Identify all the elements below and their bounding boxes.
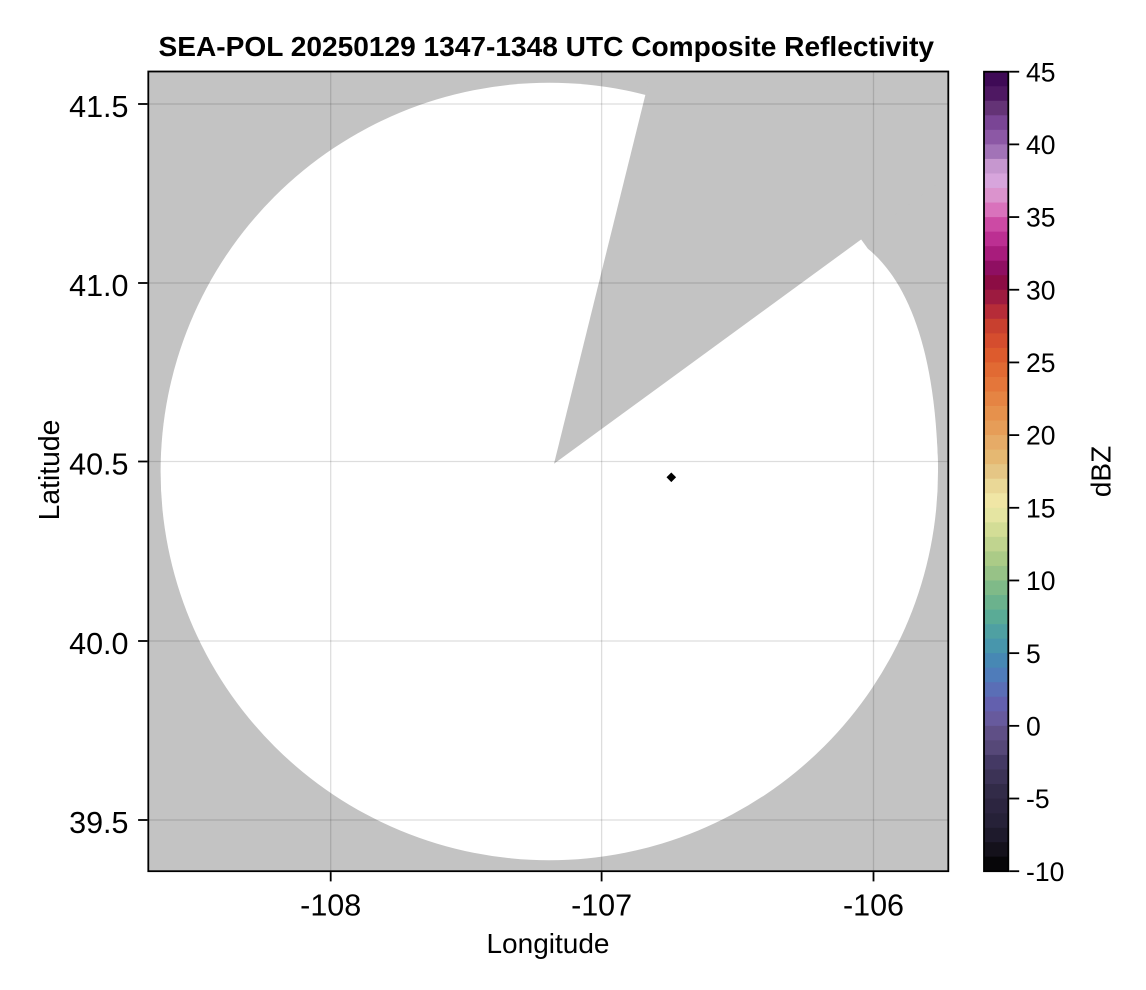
svg-text:20: 20	[1026, 421, 1055, 451]
svg-text:5: 5	[1026, 639, 1041, 669]
svg-text:SEA-POL 20250129 1347-1348 UTC: SEA-POL 20250129 1347-1348 UTC Composite…	[159, 31, 935, 62]
svg-text:dBZ: dBZ	[1086, 446, 1117, 497]
svg-text:35: 35	[1026, 203, 1055, 233]
svg-text:39.5: 39.5	[69, 806, 128, 840]
svg-text:-107: -107	[571, 889, 632, 923]
svg-text:10: 10	[1026, 566, 1055, 596]
svg-text:40: 40	[1026, 130, 1055, 160]
svg-text:15: 15	[1026, 493, 1055, 523]
svg-text:40.0: 40.0	[69, 627, 128, 661]
svg-text:-10: -10	[1026, 857, 1064, 887]
svg-text:-108: -108	[300, 889, 361, 923]
svg-text:41.0: 41.0	[69, 269, 128, 303]
svg-text:30: 30	[1026, 275, 1055, 305]
svg-text:-106: -106	[843, 889, 904, 923]
svg-text:45: 45	[1026, 57, 1055, 87]
svg-text:-5: -5	[1026, 784, 1050, 814]
svg-text:Longitude: Longitude	[486, 928, 609, 959]
svg-text:25: 25	[1026, 348, 1055, 378]
svg-text:40.5: 40.5	[69, 448, 128, 482]
svg-text:Latitude: Latitude	[33, 420, 65, 521]
svg-text:41.5: 41.5	[69, 90, 128, 124]
svg-text:0: 0	[1026, 711, 1041, 741]
